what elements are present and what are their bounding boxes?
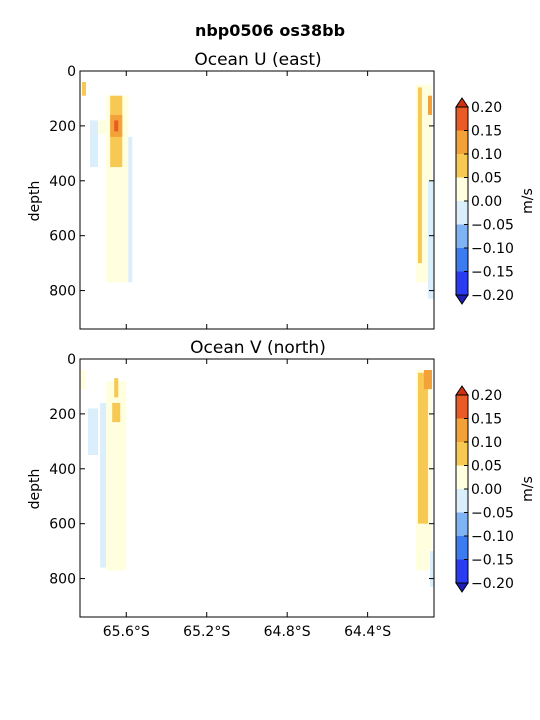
colorbar-segment — [456, 130, 468, 154]
colorbar-tick-label: −0.05 — [471, 506, 514, 522]
colorbar-segment — [456, 248, 468, 272]
colorbar-segment — [456, 107, 468, 131]
x-tick-label: 65.2°S — [183, 624, 230, 640]
data-cell — [114, 378, 119, 398]
data-cell — [427, 180, 434, 299]
y-tick-label: 600 — [49, 229, 76, 245]
y-tick-label: 200 — [49, 119, 76, 135]
data-cell — [90, 120, 99, 168]
data-cell — [82, 81, 87, 96]
colorbar-segment — [456, 154, 468, 178]
colorbar-tick-label: −0.20 — [471, 576, 514, 592]
colorbar-tick-label: 0.20 — [471, 100, 502, 116]
data-cell — [88, 408, 99, 456]
colorbar-tick-label: −0.10 — [471, 529, 514, 545]
colorbar-tick-label: −0.05 — [471, 218, 514, 234]
colorbar-tick-label: 0.00 — [471, 482, 502, 498]
colorbar-tick-label: 0.15 — [471, 124, 502, 140]
colorbar-segment — [456, 442, 468, 466]
chart-title: Ocean V (north) — [190, 338, 326, 358]
chart-title: Ocean U (east) — [194, 50, 321, 70]
colorbar-segment — [456, 489, 468, 513]
x-tick-label: 65.6°S — [103, 624, 150, 640]
colorbar-segment — [456, 395, 468, 419]
colorbar-tick-label: 0.05 — [471, 171, 502, 187]
y-tick-label: 600 — [49, 517, 76, 533]
y-tick-label: 800 — [49, 284, 76, 300]
data-cell — [417, 87, 422, 264]
y-tick-label: 0 — [67, 352, 76, 368]
data-cell — [423, 369, 432, 390]
colorbar-tick-label: 0.10 — [471, 435, 502, 451]
data-cell — [417, 372, 428, 524]
colorbar-segment — [456, 271, 468, 295]
data-cell — [106, 380, 127, 571]
colorbar-tick-label: −0.15 — [471, 265, 514, 281]
panel-ocean-u: Ocean U (east) depth 0 200 400 600 800 −0.20… — [27, 50, 536, 330]
y-tick-label: 0 — [67, 64, 76, 80]
colorbar-segment — [456, 536, 468, 560]
colorbar-tick-label: 0.05 — [471, 459, 502, 475]
y-axis-label: depth — [27, 181, 43, 222]
colorbar-extend-min — [455, 294, 469, 305]
colorbar-tick-label: 0.20 — [471, 388, 502, 404]
data-cell — [128, 136, 133, 283]
colorbar-label: m/s — [520, 476, 536, 502]
y-tick-label: 800 — [49, 572, 76, 588]
plot-area: 0 200 400 600 800 — [49, 64, 435, 330]
axes-frame — [79, 70, 435, 330]
y-tick-label: 200 — [49, 407, 76, 423]
colorbar: −0.20 −0.15 −0.10 −0.05 0.00 0.05 0.10 0.15 0.20… — [455, 97, 536, 305]
x-tick-label: 64.8°S — [264, 624, 311, 640]
figure-title: nbp0506 os38bb — [195, 21, 345, 40]
colorbar-tick-label: 0.10 — [471, 147, 502, 163]
colorbar-tick-label: 0.00 — [471, 194, 502, 210]
colorbar-label: m/s — [520, 188, 536, 214]
data-field — [80, 369, 434, 587]
y-axis-label: depth — [27, 469, 43, 510]
data-cell — [80, 369, 87, 390]
colorbar-tick-label: −0.10 — [471, 241, 514, 257]
plot-area: 0 200 400 600 800 65.6°S 65.2°S 64.8°S 64.4°S — [49, 352, 435, 640]
colorbar-extend-min — [455, 582, 469, 593]
colorbar-segment — [456, 224, 468, 248]
colorbar-tick-label: −0.20 — [471, 288, 514, 304]
data-field — [82, 81, 434, 299]
colorbar-segment — [456, 512, 468, 536]
colorbar-extend-max — [455, 97, 469, 108]
colorbar-segment — [456, 177, 468, 201]
colorbar-segment — [456, 201, 468, 225]
data-cell — [112, 402, 121, 423]
colorbar-segment — [456, 418, 468, 442]
panel-ocean-v: Ocean V (north) depth 0 200 400 600 800 65.6°… — [27, 338, 536, 640]
data-cell — [100, 402, 107, 568]
y-tick-label: 400 — [49, 462, 76, 478]
y-tick-label: 400 — [49, 174, 76, 190]
data-cell — [427, 95, 432, 115]
x-tick-label: 64.4°S — [344, 624, 391, 640]
colorbar-segment — [456, 465, 468, 489]
axes-frame — [79, 358, 435, 618]
colorbar-extend-max — [455, 385, 469, 396]
colorbar-tick-label: 0.15 — [471, 412, 502, 428]
colorbar-segment — [456, 559, 468, 583]
colorbar-tick-label: −0.15 — [471, 553, 514, 569]
colorbar: −0.20 −0.15 −0.10 −0.05 0.00 0.05 0.10 0.15 0.20… — [455, 385, 536, 593]
data-cell — [114, 120, 119, 132]
data-cell — [429, 551, 434, 587]
